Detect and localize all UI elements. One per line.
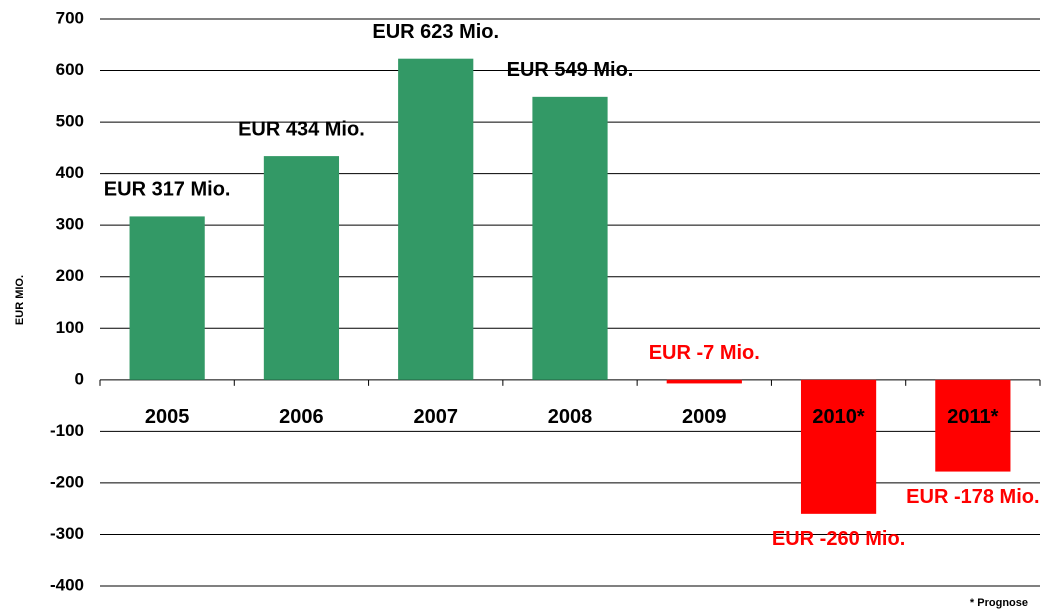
- x-tick-label: 2007: [413, 406, 458, 428]
- value-label: EUR 623 Mio.: [372, 21, 499, 43]
- bar: [263, 156, 340, 380]
- y-tick-label: -100: [50, 421, 84, 440]
- y-tick-label: 0: [75, 369, 84, 388]
- value-label: EUR -260 Mio.: [772, 528, 905, 550]
- y-tick-label: -200: [50, 472, 84, 491]
- value-label: EUR 317 Mio.: [104, 179, 231, 201]
- footnote: * Prognose: [970, 597, 1028, 609]
- y-tick-label: 700: [56, 8, 84, 27]
- bar: [935, 379, 1011, 472]
- value-label: EUR -178 Mio.: [906, 486, 1039, 508]
- y-tick-label: 100: [56, 318, 84, 337]
- x-tick-label: 2011*: [947, 406, 998, 428]
- y-tick-label: -300: [50, 524, 84, 543]
- bar: [532, 96, 608, 380]
- bar: [666, 379, 742, 384]
- x-tick-label: 2005: [145, 406, 190, 428]
- bar: [129, 216, 205, 380]
- y-tick-label: 300: [56, 215, 84, 234]
- value-label: EUR -7 Mio.: [649, 342, 760, 364]
- y-tick-label: 200: [56, 266, 84, 285]
- bar: [398, 58, 474, 380]
- value-label: EUR 549 Mio.: [507, 59, 634, 81]
- y-tick-label: 600: [56, 60, 84, 79]
- x-tick-label: 2010*: [812, 406, 864, 428]
- x-tick-label: 2008: [548, 406, 593, 428]
- y-axis-label: EUR MIO.: [14, 275, 26, 325]
- x-tick-label: 2006: [279, 406, 324, 428]
- y-tick-label: 500: [56, 112, 84, 131]
- x-tick-label: 2009: [682, 406, 727, 428]
- y-tick-label: -400: [50, 575, 84, 594]
- y-tick-label: 400: [56, 163, 84, 182]
- bar: [800, 379, 877, 514]
- value-label: EUR 434 Mio.: [238, 118, 365, 140]
